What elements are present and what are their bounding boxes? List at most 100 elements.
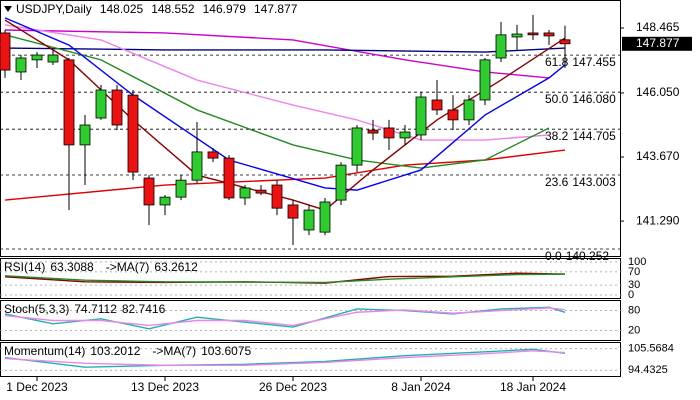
- candle-body: [511, 33, 523, 38]
- panel-tick-label: 80: [628, 305, 640, 317]
- x-tick-label: 8 Jan 2024: [391, 380, 451, 394]
- candle-body: [559, 39, 571, 45]
- candle-body: [255, 189, 267, 194]
- indicator-line: [4, 348, 566, 368]
- candle-body: [239, 187, 251, 199]
- fib-label: 38.2 144.705: [545, 129, 616, 143]
- candle-body: [335, 164, 347, 201]
- candle-body: [127, 94, 139, 173]
- indicator-line: [4, 307, 566, 327]
- candle-body: [495, 34, 507, 59]
- candle-body: [47, 54, 59, 63]
- y-tick-label: 146.050: [636, 85, 680, 99]
- candle-body: [383, 127, 395, 139]
- candle-body: [527, 32, 539, 36]
- panel-tick-label: 100: [628, 256, 646, 268]
- candle-body: [543, 32, 555, 37]
- panel-value: 103.6075: [201, 344, 251, 358]
- candle-body: [143, 177, 155, 206]
- candle-body: [463, 99, 475, 121]
- panel-tick-label: 20: [628, 324, 640, 336]
- candle-body: [431, 99, 443, 111]
- candle-body: [319, 201, 331, 233]
- candle-body: [271, 184, 283, 209]
- x-tick-label: 26 Dec 2023: [259, 380, 327, 394]
- price-tag: [622, 36, 692, 51]
- indicator-line: [4, 306, 566, 330]
- panel-header: Momentum(14) 103.2012 ->MA(7) 103.6075: [4, 344, 251, 358]
- candle-body: [223, 157, 235, 199]
- fib-ratio: 61.8: [545, 55, 569, 69]
- panel-value: 63.2612: [154, 260, 198, 274]
- candle-body: [303, 209, 315, 231]
- fib-ratio: 38.2: [545, 129, 569, 143]
- panel-header: RSI(14) 63.3088 ->MA(7) 63.2612: [4, 260, 198, 274]
- fib-price: 146.080: [572, 92, 616, 106]
- panel-tick-label: 70: [628, 266, 640, 278]
- header-close: 147.877: [254, 2, 298, 16]
- candle-body: [31, 54, 43, 61]
- fib-label: 0.0 140.252: [545, 249, 609, 263]
- indicator-line: [4, 273, 566, 284]
- fib-ratio: 23.6: [545, 175, 569, 189]
- candle-body: [191, 151, 203, 181]
- panel-tick-label: 30: [628, 279, 640, 291]
- fib-label: 23.6 143.003: [545, 175, 616, 189]
- candle-body: [207, 151, 219, 159]
- fib-label: 50.0 146.080: [545, 92, 616, 106]
- candle-body: [287, 204, 299, 219]
- x-tick-label: 18 Jan 2024: [500, 380, 566, 394]
- candle-body: [79, 124, 91, 146]
- y-tick-label: 141.290: [636, 213, 680, 227]
- panel-ma-title: ->MA(7): [152, 344, 196, 358]
- candle-body: [367, 129, 379, 134]
- moving-average: [4, 34, 550, 169]
- price-tag-label: 147.877: [636, 36, 680, 50]
- main-frame: [0, 0, 621, 257]
- fib-label: 61.8 147.455: [545, 55, 616, 69]
- panel-value: 82.7416: [122, 302, 166, 316]
- candle-body: [63, 59, 75, 146]
- fib-price: 143.003: [572, 175, 616, 189]
- fib-ratio: 0.0: [545, 249, 562, 263]
- fib-price: 140.252: [566, 249, 610, 263]
- header-arrow: [4, 6, 12, 12]
- fib-ratio: 50.0: [545, 92, 569, 106]
- moving-average: [4, 17, 566, 191]
- header-high: 148.552: [151, 2, 195, 16]
- panel-value: 74.7112: [74, 302, 117, 316]
- candle-body: [95, 89, 107, 119]
- panel-title: RSI(14): [4, 260, 45, 274]
- panel-value: 103.2012: [90, 344, 140, 358]
- panel-header: Stoch(5,3,3) 74.7112 82.7416: [4, 302, 166, 316]
- panel-tick-label: 0: [628, 289, 634, 301]
- candle-body: [399, 131, 411, 139]
- panel-tick-label: 94.4325: [628, 364, 668, 376]
- x-tick-label: 13 Dec 2023: [131, 380, 199, 394]
- fib-price: 147.455: [572, 55, 616, 69]
- panel-ma-title: ->MA(7): [106, 260, 150, 274]
- header-low: 146.979: [203, 2, 247, 16]
- panel-value: 63.3088: [50, 260, 94, 274]
- candle-body: [479, 59, 491, 101]
- candle-body: [447, 109, 459, 121]
- candle-body: [351, 127, 363, 166]
- y-tick-label: 143.670: [636, 149, 680, 163]
- panel-tick-label: 105.5684: [628, 343, 674, 355]
- moving-average: [4, 24, 550, 141]
- stoch-frame: [0, 300, 621, 341]
- candle-body: [175, 179, 187, 198]
- panel-title: Stoch(5,3,3): [4, 302, 69, 316]
- y-tick-label: 148.465: [636, 20, 680, 34]
- moving-average: [4, 47, 566, 53]
- symbol: USDJPY,Daily: [16, 2, 92, 16]
- candle-body: [111, 89, 123, 126]
- rsi-frame: [0, 258, 621, 299]
- header: USDJPY,Daily 148.025 148.552 146.979 147.877: [16, 2, 298, 16]
- moving-average: [4, 149, 566, 201]
- header-open: 148.025: [100, 2, 144, 16]
- candle-body: [415, 96, 427, 136]
- panel-title: Momentum(14): [4, 344, 85, 358]
- indicator-line: [4, 350, 566, 366]
